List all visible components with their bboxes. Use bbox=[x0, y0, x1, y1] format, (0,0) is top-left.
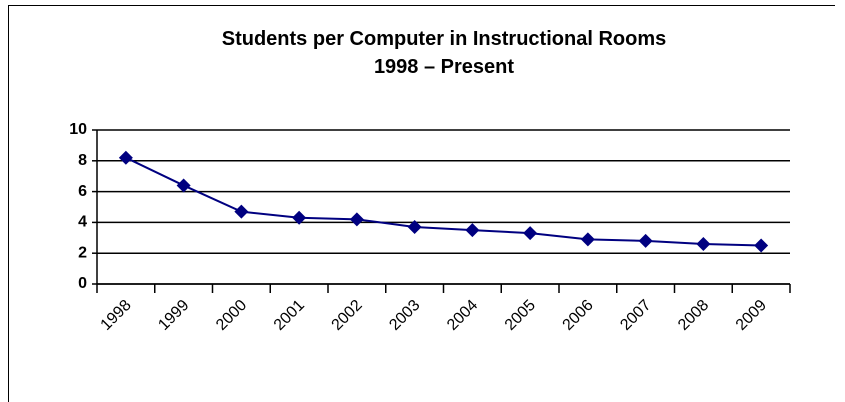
data-marker bbox=[407, 220, 422, 235]
y-tick-label: 8 bbox=[78, 152, 87, 169]
data-marker bbox=[176, 178, 191, 193]
y-tick-label: 10 bbox=[69, 121, 87, 138]
data-marker bbox=[465, 223, 480, 238]
data-marker bbox=[754, 238, 769, 253]
data-marker bbox=[580, 232, 595, 247]
y-tick-label: 4 bbox=[78, 214, 87, 231]
data-marker bbox=[638, 233, 653, 248]
chart-title: Students per Computer in Instructional R… bbox=[222, 28, 666, 50]
data-marker bbox=[349, 212, 364, 227]
x-tick-label: 2004 bbox=[444, 297, 481, 334]
x-tick-label: 2007 bbox=[617, 297, 654, 334]
data-marker bbox=[292, 210, 307, 225]
data-marker bbox=[234, 204, 249, 219]
x-tick-label: 1998 bbox=[98, 297, 135, 334]
chart-frame bbox=[8, 5, 835, 402]
y-tick-label: 6 bbox=[78, 183, 87, 200]
x-tick-label: 2001 bbox=[271, 297, 308, 334]
data-marker bbox=[118, 150, 133, 165]
x-tick-label: 2008 bbox=[675, 297, 712, 334]
chart-subtitle: 1998 – Present bbox=[374, 56, 514, 78]
x-tick-label: 2000 bbox=[213, 297, 250, 334]
x-tick-label: 2002 bbox=[329, 297, 366, 334]
y-tick-label: 0 bbox=[78, 275, 87, 292]
x-tick-label: 1999 bbox=[155, 297, 192, 334]
x-tick-label: 2009 bbox=[733, 297, 770, 334]
data-marker bbox=[696, 236, 711, 251]
x-tick-label: 2003 bbox=[386, 297, 423, 334]
data-line bbox=[125, 156, 762, 247]
y-tick-label: 2 bbox=[78, 244, 87, 261]
x-tick-label: 2005 bbox=[502, 297, 539, 334]
x-tick-label: 2006 bbox=[560, 297, 597, 334]
data-marker bbox=[523, 226, 538, 241]
